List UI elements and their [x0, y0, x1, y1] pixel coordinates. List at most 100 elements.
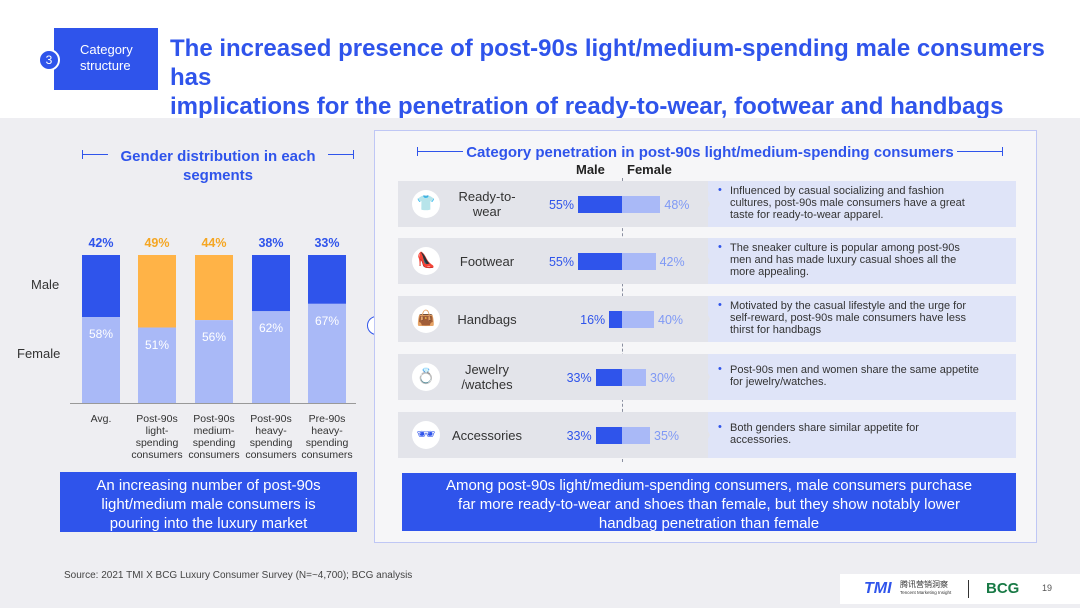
- description-line: The sneaker culture is popular among pos…: [730, 242, 960, 254]
- row-background: [398, 354, 708, 400]
- left-title-rule-right: [328, 150, 354, 159]
- female-value-label: 48%: [664, 198, 690, 212]
- description-line: self-reward, post-90s male consumers hav…: [730, 312, 966, 324]
- left-conclusion-box: An increasing number of post-90s light/m…: [60, 472, 357, 532]
- description-text: Motivated by the casual lifestyle and th…: [730, 300, 1010, 336]
- bar-female: [622, 196, 661, 213]
- left-chart-title-line2: segments: [182, 167, 254, 184]
- description-line: for jewelry/watches.: [730, 376, 827, 388]
- bar-male: [595, 369, 622, 386]
- female-value-label: 35%: [654, 429, 680, 443]
- category-description: • Influenced by casual socializing and fa…: [708, 181, 1016, 227]
- category-name-line: wear: [472, 204, 502, 219]
- bcg-logo: BCG: [986, 580, 1020, 597]
- category-description: • Post-90s men and women share the same a…: [708, 354, 1016, 400]
- section-label: Category structure: [54, 28, 158, 90]
- bullet-icon: •: [718, 421, 722, 433]
- description-text: Both genders share similar appetite for a…: [730, 422, 1010, 446]
- left-conclusion-line3: pouring into the luxury market: [109, 515, 308, 532]
- category-description: • Motivated by the casual lifestyle and t…: [708, 296, 1016, 342]
- ring-icon: 💍: [412, 363, 440, 391]
- section-label-line1: Category: [80, 42, 133, 57]
- row-arrow: [698, 354, 710, 400]
- category-description: • The sneaker culture is popular among po…: [708, 238, 1016, 284]
- category-row: • The sneaker culture is popular among po…: [398, 238, 1016, 284]
- x-axis-label-line: spending: [249, 437, 293, 449]
- right-chart-title: Category penetration in post-90s light/m…: [466, 144, 954, 161]
- male-value-label: 55%: [548, 255, 574, 269]
- x-axis-label-line: medium-: [193, 425, 235, 437]
- page-title-line1: The increased presence of post-90s light…: [170, 35, 1045, 91]
- x-axis-label-line: spending: [135, 437, 179, 449]
- category-name-line: /watches: [461, 377, 513, 392]
- description-line: Both genders share similar appetite for: [730, 422, 919, 434]
- bar-male: [609, 311, 622, 328]
- x-axis-label-line: consumers: [245, 449, 297, 461]
- left-chart-title: Gender distribution in each segments: [108, 147, 328, 185]
- x-axis-label-line: Post-90s: [250, 413, 292, 425]
- male-value-label: 55%: [548, 198, 574, 212]
- bar-female: [622, 369, 646, 386]
- header: Category structure 3 The increased prese…: [0, 0, 1080, 120]
- description-line: taste for ready-to-wear apparel.: [730, 209, 884, 221]
- category-description: • Both genders share similar appetite for…: [708, 412, 1016, 458]
- row-background: [398, 412, 708, 458]
- category-name: Footwear: [442, 254, 532, 269]
- bullet-icon: •: [718, 184, 722, 196]
- category-row: • Influenced by casual socializing and fa…: [398, 181, 1016, 227]
- x-axis-label-line: Post-90s: [193, 413, 235, 425]
- male-value-label: 44%: [201, 236, 227, 250]
- description-line: Influenced by casual socializing and fas…: [730, 185, 945, 197]
- x-axis-label: Post-90s heavy-spending consumers: [239, 413, 303, 461]
- left-title-rule-left: [82, 150, 108, 159]
- section-number: 3: [38, 49, 60, 71]
- row-background: [398, 296, 708, 342]
- male-value-label: 16%: [580, 313, 606, 327]
- shoe-icon: 👠: [412, 247, 440, 275]
- handbag-icon: 👜: [412, 305, 440, 333]
- x-axis-label-line: spending: [305, 437, 349, 449]
- bullet-icon: •: [718, 299, 722, 311]
- male-value-label: 38%: [258, 236, 284, 250]
- col-header-female: Female: [627, 162, 672, 177]
- row-arrow: [698, 412, 710, 458]
- x-axis-label-line: consumers: [188, 449, 240, 461]
- description-line: Motivated by the casual lifestyle and th…: [730, 300, 967, 312]
- legend-male: Male: [31, 277, 60, 292]
- accessories-icon: 🕶: [412, 421, 440, 449]
- right-conclusion-box: Among post-90s light/medium-spending con…: [402, 473, 1016, 532]
- category-name: Ready-to-wear: [442, 189, 532, 219]
- footer-logos: TMI 腾讯营销洞察 Tencent Marketing Insight BCG…: [840, 574, 1080, 604]
- tmi-logo: TMI: [864, 580, 892, 597]
- x-axis-label-line: consumers: [301, 449, 353, 461]
- x-axis-label: Pre-90s heavy-spending consumers: [295, 413, 359, 461]
- bar-male: [578, 253, 622, 270]
- male-value-label: 42%: [88, 236, 114, 250]
- description-text: Influenced by casual socializing and fas…: [730, 185, 1010, 221]
- description-text: The sneaker culture is popular among pos…: [730, 242, 1010, 278]
- page-number: 19: [1042, 583, 1053, 593]
- description-text: Post-90s men and women share the same ap…: [730, 364, 1010, 388]
- description-line: Post-90s men and women share the same ap…: [730, 364, 979, 376]
- x-axis-label-line: Avg.: [90, 413, 112, 425]
- male-value-label: 33%: [566, 371, 592, 385]
- tmi-logo-en: Tencent Marketing Insight: [900, 590, 952, 595]
- x-axis-label-line: heavy-: [255, 425, 287, 437]
- x-axis-label: Post-90s medium-spending consumers: [182, 413, 246, 461]
- description-line: thirst for handbags: [730, 324, 822, 336]
- x-axis-label: Post-90s light-spending consumers: [125, 413, 189, 461]
- description-line: men and has made luxury casual shoes all…: [730, 254, 957, 266]
- male-value-label: 33%: [314, 236, 340, 250]
- bar-female: [622, 253, 656, 270]
- tmi-logo-cn: 腾讯营销洞察: [900, 580, 948, 589]
- right-conclusion-line3: handbag penetration than female: [598, 515, 820, 532]
- female-value-label: 58%: [88, 327, 114, 342]
- female-value-label: 62%: [258, 321, 284, 336]
- category-name-line: Footwear: [459, 254, 515, 269]
- category-name-line: Handbags: [457, 312, 517, 327]
- bullet-icon: •: [718, 363, 722, 375]
- female-value-label: 40%: [658, 313, 684, 327]
- female-value-label: 42%: [659, 255, 685, 269]
- category-row: • Post-90s men and women share the same a…: [398, 354, 1016, 400]
- x-axis-label-line: spending: [192, 437, 236, 449]
